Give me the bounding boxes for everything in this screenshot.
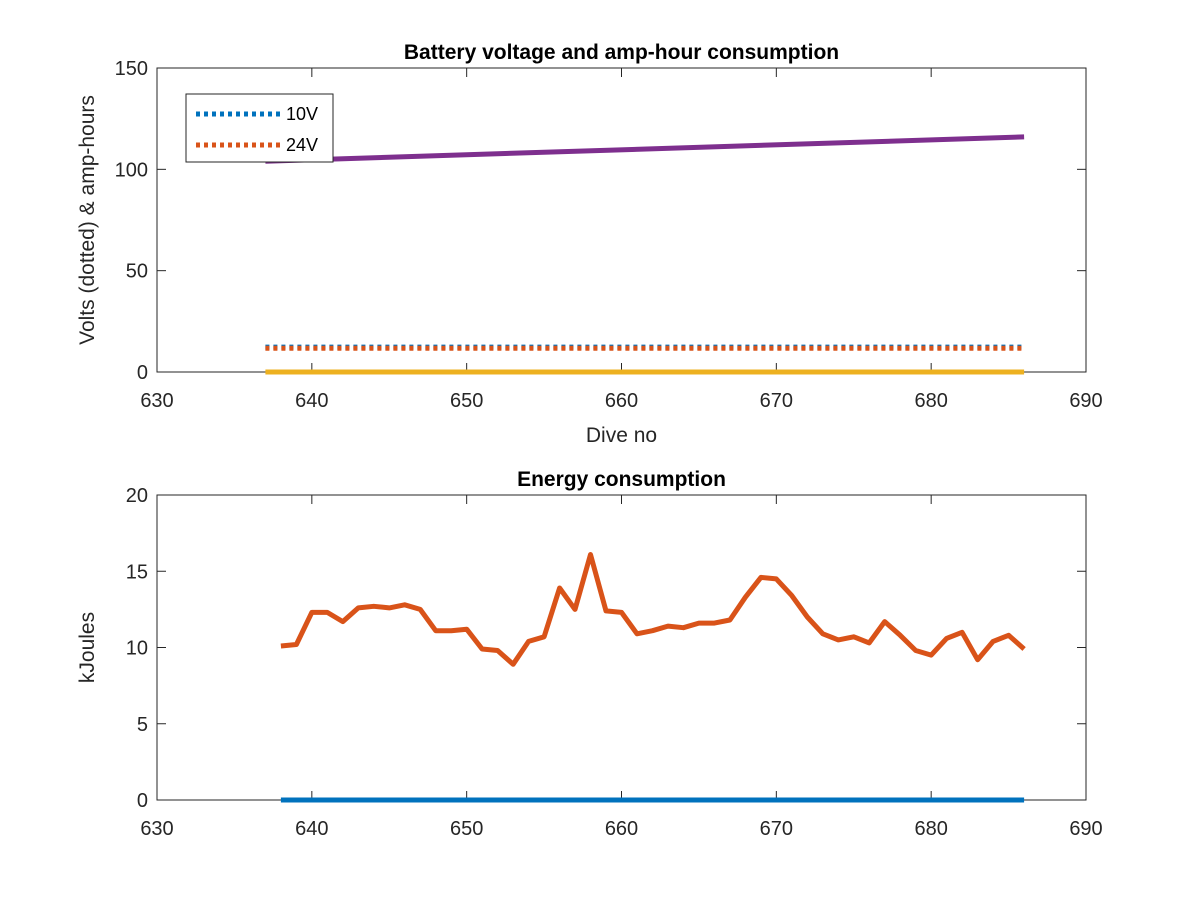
x-tick-label: 640	[295, 390, 328, 412]
y-tick-label: 0	[137, 362, 148, 384]
series-line-0-3	[265, 134, 1025, 164]
x-tick-label: 650	[450, 818, 483, 840]
x-tick-label: 630	[140, 390, 173, 412]
y-tick-label: 0	[137, 790, 148, 812]
x-tick-label: 680	[914, 818, 947, 840]
y-tick-label: 5	[137, 714, 148, 736]
x-tick-label: 690	[1069, 390, 1102, 412]
x-tick-label: 660	[605, 818, 638, 840]
y-tick-label: 10	[126, 638, 148, 660]
series-line-1-1	[280, 552, 1026, 667]
chart-title: Energy consumption	[517, 468, 726, 491]
x-tick-label: 670	[760, 818, 793, 840]
y-tick-label: 150	[115, 58, 148, 80]
legend: 10V 24V	[185, 93, 334, 163]
y-tick-label: 20	[126, 485, 148, 507]
x-tick-label: 630	[140, 818, 173, 840]
x-tick-label: 690	[1069, 818, 1102, 840]
y-tick-label: 15	[126, 561, 148, 583]
x-tick-label: 670	[760, 390, 793, 412]
x-tick-label: 640	[295, 818, 328, 840]
legend-box	[185, 93, 334, 163]
x-axis-label: Dive no	[586, 424, 657, 447]
legend-label-24v: 24V	[286, 135, 318, 155]
legend-label-10v: 10V	[286, 104, 318, 124]
y-tick-label: 50	[126, 261, 148, 283]
y-axis-label: Volts (dotted) & amp-hours	[76, 95, 99, 345]
x-tick-label: 650	[450, 390, 483, 412]
x-tick-label: 680	[914, 390, 947, 412]
y-axis-label: kJoules	[76, 612, 99, 683]
y-tick-label: 100	[115, 159, 148, 181]
x-tick-label: 660	[605, 390, 638, 412]
chart-title: Battery voltage and amp-hour consumption	[404, 41, 839, 64]
axes-box-1	[156, 494, 1087, 801]
